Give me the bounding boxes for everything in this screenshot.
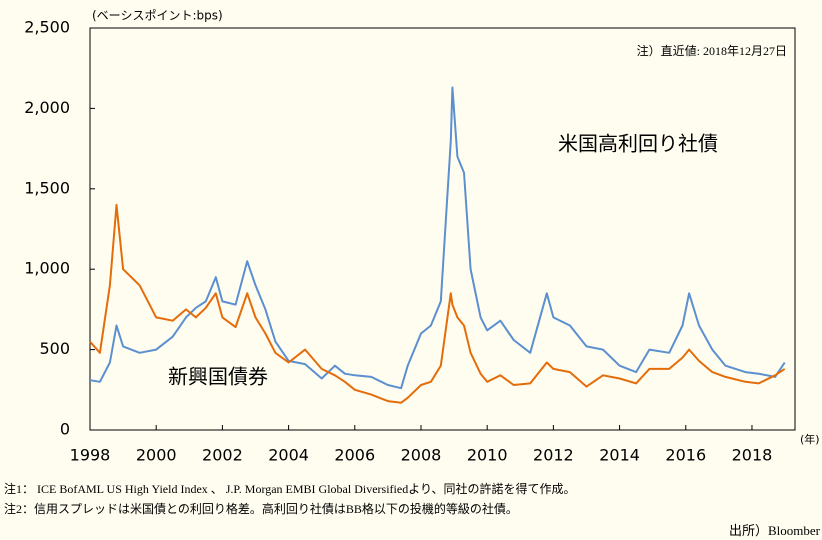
annotation: 注）直近値: 2018年12月27日 [637,43,787,58]
x-tick-label: 1998 [70,446,111,465]
y-tick-label: 2,500 [24,18,70,37]
x-tick-label: 2010 [467,446,508,465]
x-tick-label: 2014 [599,446,640,465]
x-tick-label: 2012 [533,446,574,465]
series-label: 新興国債券 [168,365,268,389]
note: 注1： ICE BofAML US High Yield Index 、 J.P… [4,481,575,496]
plot-frame [89,27,796,431]
series-line [89,203,786,404]
y-tick-label: 500 [39,339,70,358]
x-tick-label: 2006 [334,446,375,465]
x-tick-label: 2008 [401,446,442,465]
x-tick-label: 2018 [732,446,773,465]
series-label: 米国高利回り社債 [558,132,718,156]
y-tick-label: 1,500 [24,178,70,197]
y-tick-label: 0 [60,420,70,439]
y-axis-label: (ベーシスポイント:bps) [92,9,223,23]
x-tick-label: 2004 [268,446,309,465]
x-axis-label: (年) [800,432,820,446]
x-tick-label: 2002 [202,446,243,465]
x-tick-label: 2016 [665,446,706,465]
y-tick-label: 2,000 [24,98,70,117]
source: 出所）Bloomber [729,523,821,538]
series-line [89,86,786,390]
note: 注2：信用スプレッドは米国債との利回り格差。高利回り社債はBB格以下の投機的等級… [4,501,518,516]
x-tick-label: 2000 [136,446,177,465]
y-tick-label: 1,000 [24,259,70,278]
